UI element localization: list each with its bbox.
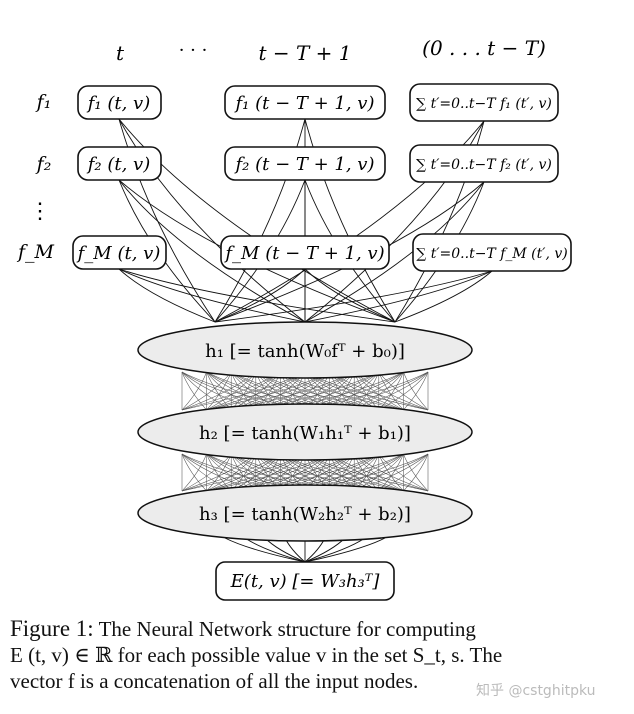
input-node-fM-t: f_M (t, v) <box>73 236 166 269</box>
output-node-label: E(t, v) [= W₃h₃ᵀ] <box>230 571 381 592</box>
input-edge <box>215 271 492 322</box>
hidden-layer-label: h₃ [= tanh(W₂h₂ᵀ + b₂)] <box>199 504 411 525</box>
row-label-f1: f₁ <box>35 91 52 113</box>
hidden-layer-h1: h₁ [= tanh(W₀fᵀ + b₀)] <box>138 322 472 378</box>
hidden-layer-label: h₁ [= tanh(W₀fᵀ + b₀)] <box>205 341 405 362</box>
input-node-f1-sum: ∑ t′=0..t−T f₁ (t′, v) <box>410 84 558 121</box>
hidden-layer-h2: h₂ [= tanh(W₁h₁ᵀ + b₁)] <box>138 404 472 460</box>
input-node-label: ∑ t′=0..t−T f₂ (t′, v) <box>416 157 552 173</box>
input-node-label: ∑ t′=0..t−T f₁ (t′, v) <box>416 96 552 112</box>
caption-figure-label: Figure 1: <box>10 616 94 641</box>
row-label-vdots: ⋮ <box>29 199 51 224</box>
input-node-fM-sum: ∑ t′=0..t−T f_M (t′, v) <box>413 234 571 271</box>
column-header-0-to-t-minus-T: (0 . . . t − T) <box>422 36 546 60</box>
watermark: 知乎 @cstghitpku <box>476 680 596 700</box>
input-node-label: f₁ (t − T + 1, v) <box>234 93 375 114</box>
input-node-f1-t-T-1: f₁ (t − T + 1, v) <box>225 86 385 119</box>
input-edge <box>119 269 395 322</box>
input-node-f2-t: f₂ (t, v) <box>78 147 161 180</box>
input-edge <box>395 271 492 322</box>
row-label-f2: f₂ <box>35 153 52 175</box>
hidden-layer-h3: h₃ [= tanh(W₂h₂ᵀ + b₂)] <box>138 485 472 541</box>
row-label-fM: f_M <box>16 241 55 263</box>
output-node: E(t, v) [= W₃h₃ᵀ] <box>216 562 394 600</box>
input-edge <box>119 269 215 322</box>
input-node-label: f_M (t − T + 1, v) <box>223 243 384 264</box>
input-node-f1-t: f₁ (t, v) <box>78 86 161 119</box>
input-node-fM-t-T-1: f_M (t − T + 1, v) <box>221 236 389 269</box>
input-node-f2-sum: ∑ t′=0..t−T f₂ (t′, v) <box>410 145 558 182</box>
input-node-label: f₂ (t, v) <box>86 154 151 175</box>
column-header-t-minus-T-plus-1: t − T + 1 <box>258 41 351 65</box>
input-node-label: f₂ (t − T + 1, v) <box>234 154 375 175</box>
caption-text-1: The Neural Network structure for computi… <box>99 617 476 641</box>
column-header-t: t <box>116 41 125 65</box>
caption-line-1: Figure 1: The Neural Network structure f… <box>10 616 610 642</box>
input-node-label: ∑ t′=0..t−T f_M (t′, v) <box>416 246 567 262</box>
input-node-label: f₁ (t, v) <box>86 93 151 114</box>
input-node-label: f_M (t, v) <box>76 243 161 264</box>
column-header-ellipsis: · · · <box>179 40 208 61</box>
caption-line-2: E (t, v) ∈ ℝ for each possible value v i… <box>10 642 610 668</box>
input-node-f2-t-T-1: f₂ (t − T + 1, v) <box>225 147 385 180</box>
hidden-layer-label: h₂ [= tanh(W₁h₁ᵀ + b₁)] <box>199 423 411 444</box>
